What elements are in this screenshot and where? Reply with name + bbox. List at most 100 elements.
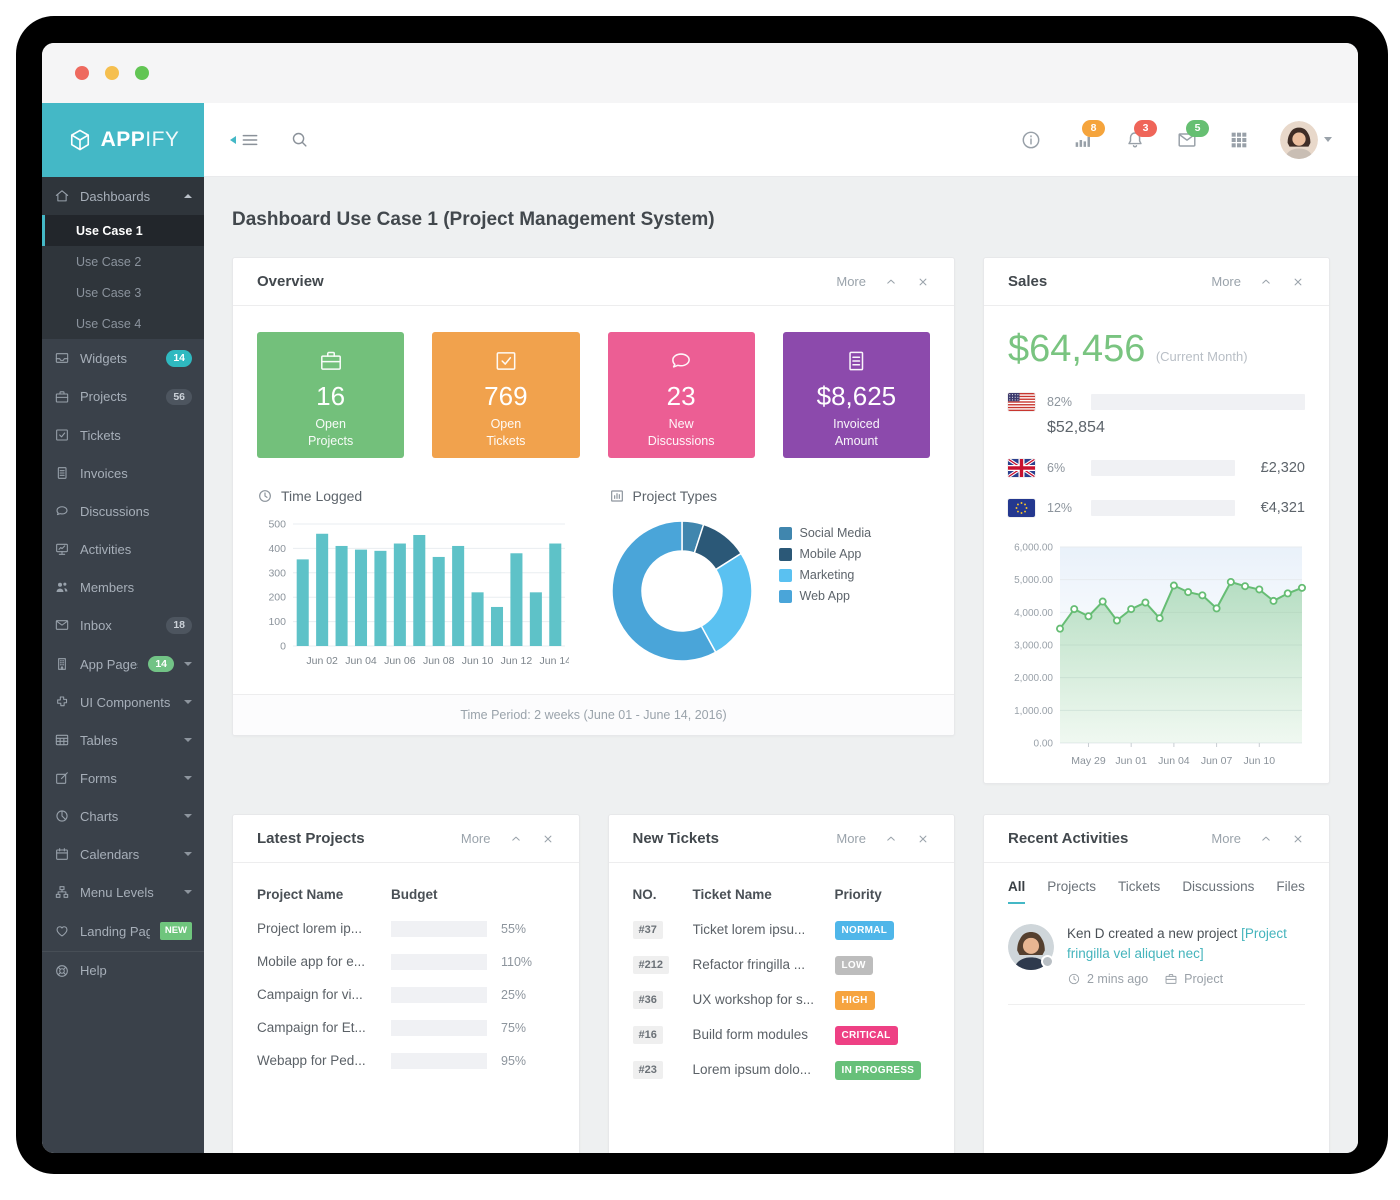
sidebar-subitem-use-case-4[interactable]: Use Case 4 [76, 316, 142, 331]
tab-files[interactable]: Files [1276, 879, 1305, 894]
svg-text:Jun 01: Jun 01 [1115, 755, 1147, 767]
legend-label: Social Media [799, 526, 872, 540]
users-icon [54, 579, 70, 595]
sidebar-item-menu-levels[interactable]: Menu Levels [42, 873, 204, 911]
project-row[interactable]: Campaign for vi... 25% [257, 978, 555, 1011]
time-period-footer: Time Period: 2 weeks (June 01 - June 14,… [233, 694, 954, 735]
sales-collapse-icon[interactable] [1259, 275, 1273, 289]
sidebar-item-ui-components[interactable]: UI Components [42, 683, 204, 721]
sidebar-collapse-button[interactable] [230, 130, 260, 150]
sidebar-item-widgets[interactable]: Widgets 14 [42, 339, 204, 378]
bell-icon[interactable]: 3 [1124, 119, 1157, 151]
sidebar-item-dashboards[interactable]: Dashboards [42, 177, 204, 215]
sidebar-item-tables[interactable]: Tables [42, 721, 204, 759]
card-value: 23 [666, 381, 696, 411]
ticket-name: Lorem ipsum dolo... [692, 1062, 812, 1077]
overview-more-button[interactable]: More [836, 274, 866, 289]
sales-more-button[interactable]: More [1211, 274, 1241, 289]
sidebar-item-invoices[interactable]: Invoices [42, 454, 204, 492]
tab-projects[interactable]: Projects [1047, 879, 1097, 894]
overview-close-icon[interactable] [916, 275, 930, 289]
bell-badge: 3 [1134, 119, 1157, 137]
sidebar-item-inbox[interactable]: Inbox 18 [42, 606, 204, 645]
mail-icon[interactable]: 5 [1176, 119, 1209, 151]
caret-down-icon [184, 852, 192, 857]
topbar: 8 3 5 [204, 103, 1358, 177]
minimize-window-button[interactable] [105, 66, 119, 80]
sidebar-item-label: Help [80, 963, 107, 979]
main-content: Dashboard Use Case 1 (Project Management… [204, 177, 1358, 1153]
tab-tickets[interactable]: Tickets [1118, 879, 1161, 894]
new-tickets-close-icon[interactable] [916, 832, 930, 846]
sidebar-item-activities[interactable]: Activities [42, 530, 204, 568]
sidebar-item-landing-page[interactable]: Landing Page NEW [42, 911, 204, 950]
budget-percent: 55% [501, 921, 527, 936]
sidebar-badge: 18 [166, 617, 192, 634]
latest-projects-close-icon[interactable] [541, 832, 555, 846]
time-logged-title: Time Logged [281, 488, 363, 504]
app-logo-text: APPIFY [100, 128, 180, 151]
recent-activities-collapse-icon[interactable] [1259, 832, 1273, 846]
ticket-row[interactable]: #37 Ticket lorem ipsu... NORMAL [632, 912, 931, 947]
project-row[interactable]: Mobile app for e... 110% [257, 945, 555, 978]
overview-card-0: 16 Open Projects [257, 332, 405, 458]
sidebar-item-label: Tables [80, 732, 118, 748]
sidebar-item-projects[interactable]: Projects 56 [42, 378, 204, 417]
project-row[interactable]: Project lorem ip... 55% [257, 912, 555, 945]
sidebar-item-forms[interactable]: Forms [42, 759, 204, 797]
sidebar-subitem-use-case-2[interactable]: Use Case 2 [76, 254, 142, 269]
activity-project-link[interactable]: [Project fringilla vel aliquet nec] [1067, 926, 1287, 962]
search-icon[interactable] [290, 130, 309, 149]
ticket-row[interactable]: #212 Refactor fringilla ... LOW [632, 947, 931, 982]
ticket-row[interactable]: #36 UX workshop for s... HIGH [632, 982, 931, 1017]
recent-activities-more-button[interactable]: More [1211, 831, 1241, 846]
tab-discussions[interactable]: Discussions [1182, 879, 1255, 894]
ticket-name: Ticket lorem ipsu... [692, 922, 806, 937]
grid-icon[interactable] [1228, 129, 1250, 151]
sidebar-item-discussions[interactable]: Discussions [42, 492, 204, 530]
titlebar [42, 43, 1358, 103]
info-icon[interactable] [1020, 129, 1042, 151]
cube-logo-icon [67, 127, 93, 153]
sidebar-divider [42, 950, 204, 952]
svg-text:Jun 10: Jun 10 [462, 655, 494, 667]
sidebar-item-label: Calendars [80, 846, 140, 862]
calendar-icon [54, 846, 70, 862]
zoom-window-button[interactable] [135, 66, 149, 80]
bar-chart-icon [609, 488, 625, 504]
tab-all[interactable]: All [1008, 879, 1026, 904]
chat-icon [54, 503, 70, 519]
project-types-legend: Social Media Mobile App Marketing Web App [778, 526, 872, 603]
app-logo[interactable]: APPIFY [42, 103, 204, 177]
caret-down-icon [184, 776, 192, 781]
priority-badge: CRITICAL [834, 1025, 898, 1045]
sidebar-item-app-pages[interactable]: App Pages 14 [42, 645, 204, 684]
sidebar-item-label: App Pages [80, 656, 139, 672]
stats-icon[interactable]: 8 [1072, 119, 1105, 151]
new-tickets-more-button[interactable]: More [836, 831, 866, 846]
ticket-row[interactable]: #16 Build form modules CRITICAL [632, 1017, 931, 1052]
sidebar-subitem-use-case-3[interactable]: Use Case 3 [76, 285, 142, 300]
ticket-row[interactable]: #23 Lorem ipsum dolo... IN PROGRESS [632, 1052, 931, 1087]
overview-collapse-icon[interactable] [884, 275, 898, 289]
recent-activities-close-icon[interactable] [1291, 832, 1305, 846]
project-row[interactable]: Webapp for Ped... 95% [257, 1044, 555, 1077]
new-tickets-collapse-icon[interactable] [884, 832, 898, 846]
sidebar-item-calendars[interactable]: Calendars [42, 835, 204, 873]
sidebar-item-charts[interactable]: Charts [42, 797, 204, 835]
budget-progress-bar [391, 953, 487, 970]
sidebar-item-tickets[interactable]: Tickets [42, 416, 204, 454]
ticket-number-badge: #37 [632, 921, 663, 939]
sidebar-item-members[interactable]: Members [42, 568, 204, 606]
latest-projects-more-button[interactable]: More [460, 831, 491, 846]
sales-close-icon[interactable] [1291, 275, 1305, 289]
sidebar-item-help[interactable]: Help [42, 952, 204, 990]
project-row[interactable]: Campaign for Et... 75% [257, 1011, 555, 1044]
budget-progress-bar [391, 1052, 487, 1069]
user-menu[interactable] [1280, 120, 1332, 159]
close-window-button[interactable] [75, 66, 89, 80]
caret-down-icon [184, 738, 192, 743]
sidebar-subitem-use-case-1[interactable]: Use Case 1 [42, 215, 204, 246]
latest-projects-collapse-icon[interactable] [509, 832, 523, 846]
svg-text:Jun 06: Jun 06 [384, 655, 416, 667]
